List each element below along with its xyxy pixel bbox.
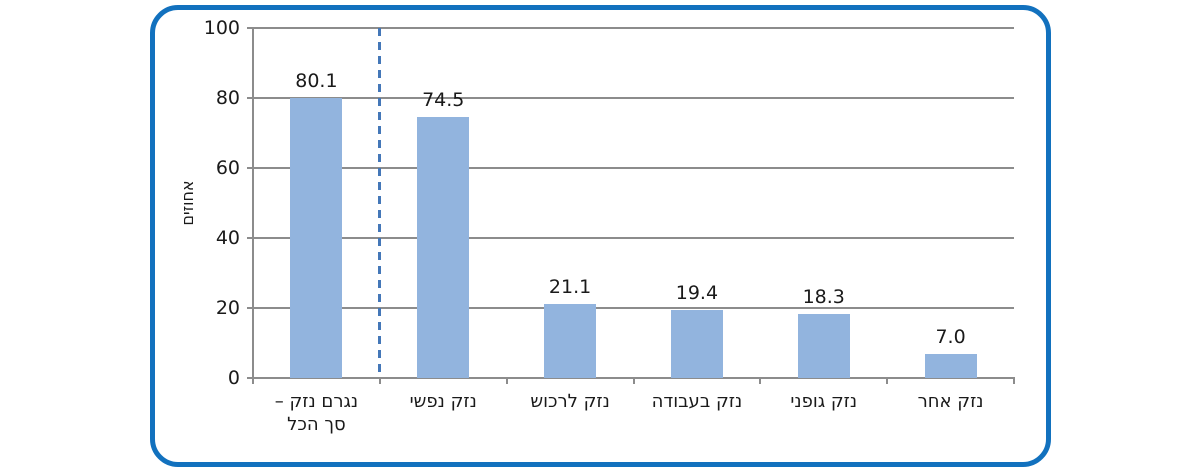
bar bbox=[417, 117, 470, 378]
gridline bbox=[253, 237, 1014, 239]
separator-dashed-line bbox=[378, 28, 382, 378]
x-axis-tick bbox=[886, 378, 889, 384]
category-label: נזק נפשי bbox=[409, 391, 477, 412]
y-tick-label: 40 bbox=[215, 227, 240, 249]
bar-value-label: 7.0 bbox=[935, 325, 966, 348]
y-axis-tick bbox=[247, 27, 253, 29]
y-tick-label: 0 bbox=[227, 367, 240, 389]
y-axis-tick bbox=[247, 377, 253, 379]
gridline bbox=[253, 167, 1014, 169]
x-axis-tick bbox=[505, 378, 508, 384]
x-axis-tick bbox=[759, 378, 762, 384]
gridline bbox=[253, 27, 1014, 29]
category-label: נזק גופני bbox=[790, 391, 858, 412]
y-tick-label: 80 bbox=[215, 87, 240, 109]
bar bbox=[670, 310, 723, 378]
x-axis-tick bbox=[632, 378, 635, 384]
x-axis-tick bbox=[378, 378, 381, 384]
gridline bbox=[253, 307, 1014, 309]
y-axis-line bbox=[252, 28, 254, 378]
category-label: נזק בעבודה bbox=[651, 391, 743, 412]
y-axis-tick bbox=[247, 237, 253, 239]
bar-value-label: 74.5 bbox=[422, 89, 465, 112]
bar bbox=[290, 97, 343, 378]
category-label: נגרם נזק – סך הכל bbox=[274, 391, 359, 435]
bar-value-label: 21.1 bbox=[548, 276, 592, 299]
y-axis-title: אחוזים bbox=[178, 180, 197, 226]
bar-value-label: 18.3 bbox=[802, 285, 845, 308]
bar-value-label: 19.4 bbox=[675, 282, 719, 305]
x-axis-tick bbox=[252, 378, 254, 384]
x-axis-tick bbox=[1013, 378, 1015, 384]
chart-frame: אחוזים 0 20 40 60 80 100 80.1 נגרם נזק – סך הכל… bbox=[150, 5, 1051, 467]
bar bbox=[797, 313, 850, 378]
category-label: נזק לרכוש bbox=[530, 391, 610, 412]
bar-value-label: 80.1 bbox=[295, 69, 338, 92]
gridline bbox=[253, 97, 1014, 99]
bar bbox=[924, 353, 977, 378]
bar bbox=[544, 304, 597, 378]
y-tick-label: 20 bbox=[215, 297, 240, 319]
y-tick-label: 60 bbox=[215, 157, 240, 179]
y-axis-tick bbox=[247, 97, 253, 99]
y-axis-tick bbox=[247, 167, 253, 169]
y-tick-label: 100 bbox=[203, 17, 240, 39]
category-label: נזק אחר bbox=[917, 391, 984, 412]
y-axis-tick bbox=[247, 307, 253, 309]
